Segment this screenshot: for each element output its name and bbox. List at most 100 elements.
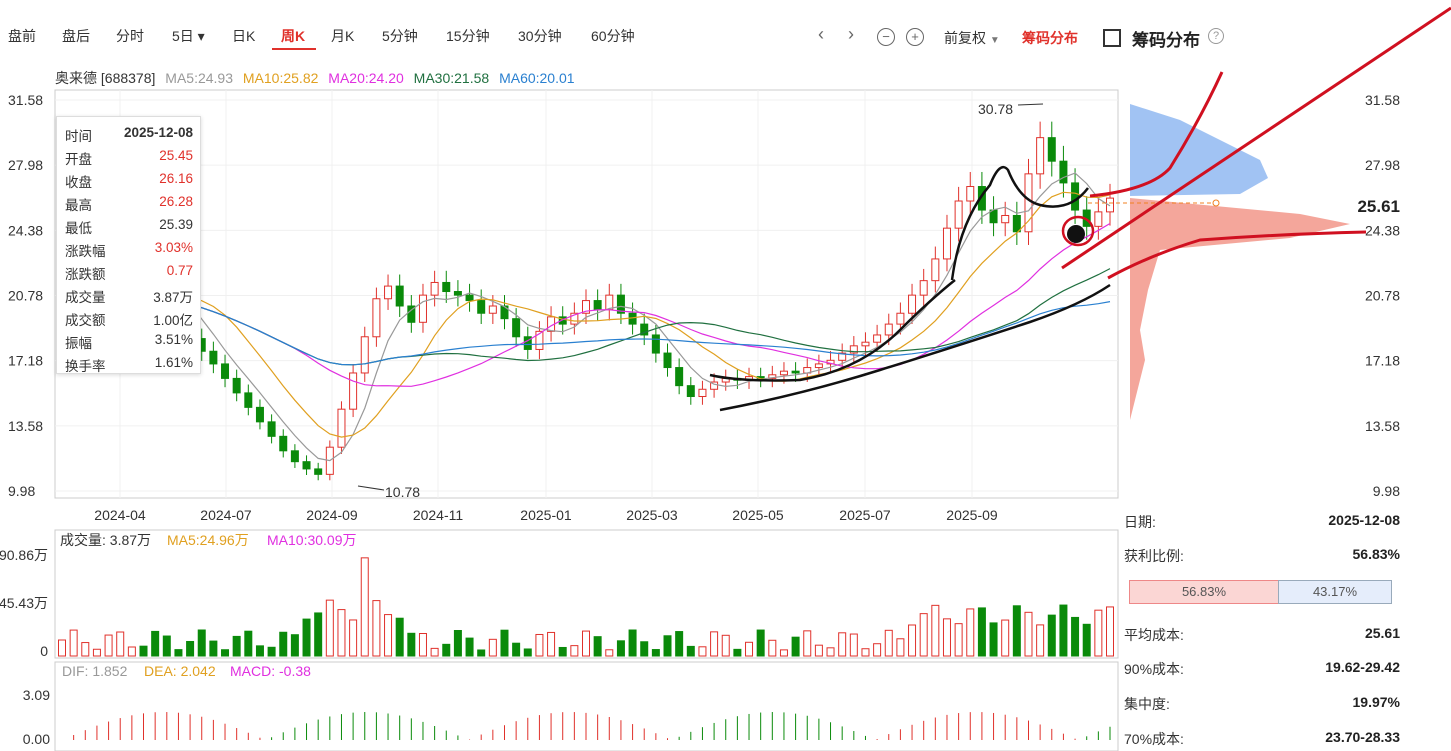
zoom-in-icon[interactable]: + bbox=[906, 28, 924, 46]
period-tab-bar: 盘前 盘后 分时 5日 ▾ 日K 周K 月K 5分钟 15分钟 30分钟 60分钟 bbox=[0, 0, 1451, 62]
volume-bar bbox=[465, 637, 474, 657]
candle-body bbox=[349, 372, 358, 410]
price-tick-left: 24.38 bbox=[8, 222, 43, 238]
volume-bar bbox=[325, 599, 334, 657]
candle-body bbox=[255, 406, 264, 423]
candle-body bbox=[407, 305, 416, 323]
candle-body bbox=[651, 334, 660, 354]
volume-bar bbox=[1071, 616, 1080, 657]
volume-bar bbox=[803, 630, 812, 657]
low-pointer bbox=[357, 485, 385, 491]
volume-bar bbox=[849, 633, 858, 657]
expand-icon[interactable] bbox=[1103, 29, 1121, 47]
candle-body bbox=[535, 330, 544, 350]
candle-body bbox=[710, 381, 719, 390]
candle-body bbox=[477, 300, 486, 314]
tab-3[interactable]: 5日 ▾ bbox=[172, 28, 205, 44]
tab-10[interactable]: 60分钟 bbox=[591, 28, 635, 44]
info-value: 1.00亿 bbox=[153, 313, 193, 328]
info-row: 成交量 3.87万 bbox=[65, 286, 193, 308]
volume-bar bbox=[861, 648, 870, 657]
volume-bar bbox=[69, 629, 78, 657]
candle-body bbox=[547, 316, 556, 332]
info-key: 振幅 bbox=[65, 336, 92, 351]
tab-5[interactable]: 周K bbox=[281, 28, 306, 44]
tab-4[interactable]: 日K bbox=[232, 28, 256, 44]
candle-body bbox=[838, 352, 847, 361]
black-fill-mark bbox=[1067, 225, 1085, 243]
volume-bar bbox=[197, 629, 206, 657]
candle-body bbox=[628, 312, 637, 325]
help-icon[interactable]: ? bbox=[1208, 28, 1224, 44]
volume-bar bbox=[1001, 619, 1010, 657]
profit-ratio-bar: 56.83% 43.17% bbox=[1129, 580, 1392, 604]
info-value: 25.45 bbox=[159, 148, 193, 163]
info-row: 涨跌额 0.77 bbox=[65, 263, 193, 285]
ma20-value: MA20:24.20 bbox=[328, 70, 404, 86]
price-tick-right: 20.78 bbox=[1365, 288, 1400, 304]
volume-bar bbox=[92, 648, 101, 657]
volume-ma5: MA5:24.96万 bbox=[167, 532, 249, 548]
candle-body bbox=[232, 377, 241, 394]
volume-bar bbox=[1082, 623, 1091, 657]
volume-bar bbox=[127, 646, 136, 657]
next-arrow-icon[interactable]: › bbox=[848, 24, 854, 44]
date-tick: 2025-03 bbox=[626, 507, 678, 523]
volume-bar bbox=[255, 645, 264, 657]
candle-body bbox=[221, 363, 230, 379]
price-tick-left: 31.58 bbox=[8, 92, 43, 108]
tab-9[interactable]: 30分钟 bbox=[518, 28, 562, 44]
tab-7[interactable]: 5分钟 bbox=[382, 28, 418, 44]
candle-body bbox=[756, 376, 765, 379]
prev-arrow-icon[interactable]: ‹ bbox=[818, 24, 824, 44]
volume-bar bbox=[395, 617, 404, 657]
macd-dif: DIF: 1.852 bbox=[62, 663, 128, 679]
candle-body bbox=[1071, 182, 1080, 211]
candle-body bbox=[302, 461, 311, 470]
chip-distribution-toggle[interactable]: 筹码分布 bbox=[1022, 30, 1078, 46]
volume-bar bbox=[290, 634, 299, 657]
ma20-line bbox=[61, 222, 1111, 387]
candle-body bbox=[733, 377, 742, 381]
volume-bar bbox=[453, 630, 462, 657]
macd-tick: 0.00 bbox=[23, 731, 50, 747]
date-tick: 2024-11 bbox=[413, 507, 464, 523]
candle-body bbox=[698, 388, 707, 398]
volume-bar bbox=[174, 649, 183, 657]
volume-bar bbox=[919, 613, 928, 657]
zoom-out-icon[interactable]: − bbox=[877, 28, 895, 46]
tab-6[interactable]: 月K bbox=[331, 28, 355, 44]
info-value: 3.87万 bbox=[153, 290, 193, 305]
candle-body bbox=[931, 258, 940, 282]
ma10-line bbox=[61, 191, 1111, 438]
volume-bar bbox=[81, 642, 90, 657]
volume-bar bbox=[151, 630, 160, 657]
volume-bar bbox=[209, 640, 218, 657]
volume-bar bbox=[430, 647, 439, 657]
info-value: 3.03% bbox=[154, 240, 193, 255]
candle-body bbox=[966, 186, 975, 202]
volume-bar bbox=[360, 557, 369, 657]
tab-0[interactable]: 盘前 bbox=[8, 28, 36, 44]
date-tick: 2025-09 bbox=[946, 507, 998, 523]
volume-bar bbox=[616, 640, 625, 657]
info-row: 最高 26.28 bbox=[65, 194, 193, 216]
candle-body bbox=[919, 280, 928, 296]
price-pane-frame bbox=[54, 89, 1119, 499]
ma10-value: MA10:25.82 bbox=[242, 70, 319, 86]
tab-1[interactable]: 盘后 bbox=[62, 28, 90, 44]
volume-bar bbox=[1012, 605, 1021, 657]
candle-body bbox=[814, 363, 823, 369]
date-tick: 2024-04 bbox=[94, 507, 146, 523]
price-tick-right: 27.98 bbox=[1365, 157, 1400, 173]
volume-bar bbox=[791, 636, 800, 657]
volume-bar bbox=[279, 631, 288, 657]
candle-body bbox=[558, 316, 567, 325]
tab-2[interactable]: 分时 bbox=[116, 28, 144, 44]
tab-8[interactable]: 15分钟 bbox=[446, 28, 490, 44]
candle-body bbox=[826, 359, 835, 365]
volume-bar bbox=[302, 618, 311, 657]
adjust-select[interactable]: 前复权 ▼ bbox=[944, 30, 1000, 46]
volume-bar bbox=[931, 604, 940, 657]
candle-body bbox=[384, 285, 393, 300]
